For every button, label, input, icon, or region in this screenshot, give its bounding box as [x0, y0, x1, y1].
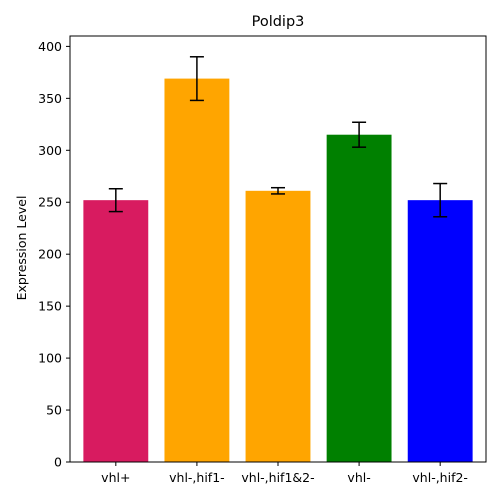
y-tick-label: 400 [38, 39, 62, 54]
bar [327, 135, 392, 462]
x-tick-label: vhl-,hif1&2- [241, 470, 314, 485]
x-tick-label: vhl-,hif1- [169, 470, 225, 485]
y-tick-label: 300 [38, 143, 62, 158]
x-tick-label: vhl- [347, 470, 370, 485]
y-tick-label: 150 [38, 299, 62, 314]
x-tick-label: vhl+ [101, 470, 130, 485]
y-tick-label: 50 [46, 403, 62, 418]
x-tick-label: vhl-,hif2- [412, 470, 468, 485]
bar [408, 200, 473, 462]
bar [246, 191, 311, 462]
y-tick-label: 0 [54, 455, 62, 470]
bar [164, 79, 229, 462]
y-tick-label: 200 [38, 247, 62, 262]
y-axis-label: Expression Level [14, 196, 29, 301]
y-tick-label: 250 [38, 195, 62, 210]
y-tick-label: 350 [38, 91, 62, 106]
bar [83, 200, 148, 462]
y-tick-label: 100 [38, 351, 62, 366]
chart-title: Poldip3 [252, 14, 305, 30]
plot-area: vhl+ vhl-,hif1- vhl-,hif1&2- vhl-vhl-,hif2-… [38, 36, 486, 485]
